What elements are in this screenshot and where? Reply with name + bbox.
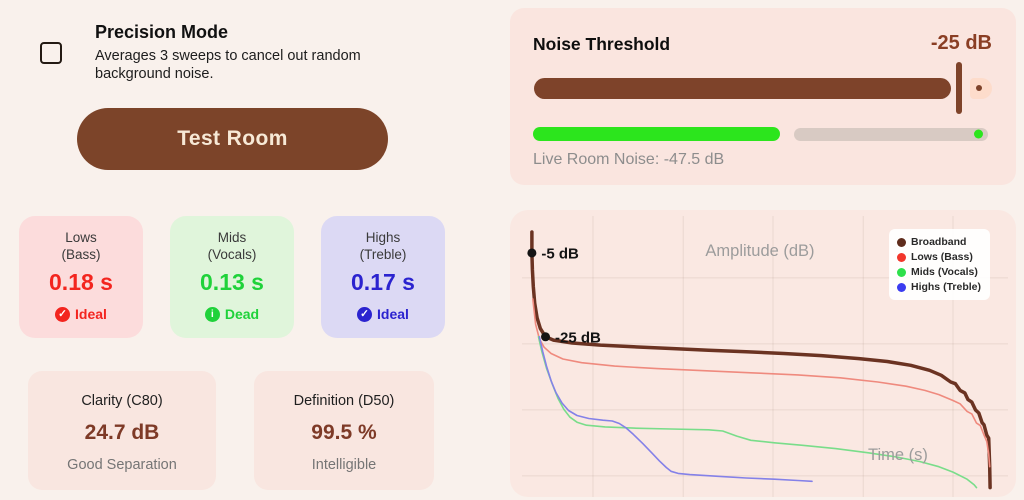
precision-mode-checkbox[interactable] [40, 42, 62, 64]
decay-chart-card: -5 dB -25 dB Amplitude (dB) Time (s) Broa… [510, 210, 1016, 497]
legend-item-lows-bass: Lows (Bass) [896, 251, 981, 264]
rt60-value: 0.17 s [351, 269, 415, 295]
rt60-card-mids: Mids (Vocals) 0.13 s i Dead [170, 216, 294, 338]
noise-threshold-slider[interactable] [534, 62, 992, 114]
definition-title: Definition (D50) [293, 393, 395, 409]
slider-inactive-track[interactable] [969, 77, 992, 99]
annotation-label: -25 dB [555, 329, 601, 346]
noise-meter-fill [533, 127, 780, 141]
clarity-value: 24.7 dB [84, 421, 160, 444]
legend-label: Highs (Treble) [910, 281, 981, 293]
status-badge: ✓ Ideal [19, 306, 143, 322]
legend-item-mids-vocals: Mids (Vocals) [896, 266, 981, 279]
live-noise-meter [533, 127, 988, 141]
definition-card: Definition (D50) 99.5 % Intelligible [254, 371, 434, 490]
legend-label: Mids (Vocals) [910, 266, 978, 278]
band-label: Lows [65, 230, 97, 245]
precision-mode-title: Precision Mode [95, 22, 229, 42]
annotation-dot [541, 332, 551, 342]
status-badge: i Dead [170, 306, 294, 322]
check-circle-icon: ✓ [357, 306, 373, 322]
precision-mode-description: Averages 3 sweeps to cancel out random b… [95, 48, 361, 82]
chart-y-axis-label: Amplitude (dB) [705, 242, 815, 260]
rt60-card-highs: Highs (Treble) 0.17 s ✓ Ideal [321, 216, 445, 338]
rt60-card-row: Lows (Bass) 0.18 s ✓ Ideal Mids (Vocals)… [19, 216, 445, 338]
status-badge: ✓ Ideal [321, 306, 445, 322]
decay-chart: -5 dB -25 dB [522, 216, 1008, 497]
legend-item-highs-treble: Highs (Treble) [896, 281, 981, 294]
status-label: Dead [224, 306, 260, 322]
definition-subtitle: Intelligible [311, 457, 377, 473]
legend-label: Broadband [910, 236, 967, 248]
noise-threshold-panel: Noise Threshold -25 dB Live Room Noise: … [510, 8, 1016, 185]
rt60-value: 0.13 s [200, 269, 264, 295]
check-circle-icon: ✓ [55, 306, 71, 322]
noise-meter-stop-dot-icon [974, 129, 983, 139]
legend-item-broadband: Broadband [896, 236, 981, 249]
series-line-lows-bass [531, 298, 991, 468]
series-line-broadband [530, 230, 992, 490]
band-label: Mids [217, 230, 247, 245]
band-label: Highs [365, 230, 401, 245]
noise-threshold-value: -25 dB [930, 32, 992, 54]
band-qualifier: (Vocals) [207, 247, 257, 262]
live-noise-label: Live Room Noise: -47.5 dB [533, 151, 725, 168]
clarity-card-row: Clarity (C80) 24.7 dB Good Separation De… [28, 371, 434, 490]
noise-threshold-title: Noise Threshold [533, 34, 671, 54]
legend-dot-icon [896, 238, 906, 247]
test-room-button[interactable]: Test Room [77, 108, 388, 170]
rt60-card-lows: Lows (Bass) 0.18 s ✓ Ideal [19, 216, 143, 338]
legend-dot-icon [896, 268, 906, 277]
status-label: Ideal [377, 306, 409, 322]
clarity-title: Clarity (C80) [81, 393, 163, 409]
series-line-highs-treble [538, 336, 813, 483]
noise-meter-track [793, 127, 988, 141]
legend-dot-icon [896, 253, 906, 262]
definition-value: 99.5 % [311, 421, 377, 444]
slider-stop-dot-icon [975, 85, 982, 91]
annotation-dot [527, 248, 537, 258]
rt60-value: 0.18 s [49, 269, 113, 295]
chart-legend: Broadband Lows (Bass) Mids (Vocals) Highs (… [888, 229, 990, 300]
band-qualifier: (Treble) [359, 247, 407, 262]
slider-active-track[interactable] [534, 77, 951, 99]
status-label: Ideal [75, 306, 107, 322]
legend-label: Lows (Bass) [910, 251, 973, 263]
legend-dot-icon [896, 283, 906, 292]
clarity-subtitle: Good Separation [67, 457, 177, 473]
slider-handle[interactable] [955, 62, 962, 114]
info-circle-icon: i [204, 306, 220, 322]
clarity-card: Clarity (C80) 24.7 dB Good Separation [28, 371, 216, 490]
band-qualifier: (Bass) [61, 247, 101, 262]
annotation-label: -5 dB [541, 245, 579, 262]
chart-x-axis-label: Time (s) [868, 446, 928, 464]
series-line-mids-vocals [537, 336, 978, 489]
